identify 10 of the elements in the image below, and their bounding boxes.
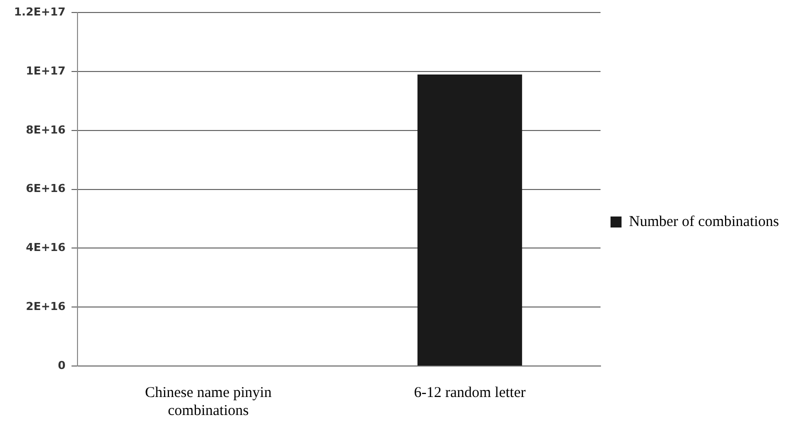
y-tick-label: 2E+16 xyxy=(26,300,66,313)
y-tick-label: 0 xyxy=(58,358,66,372)
y-tick-label: 1.2E+17 xyxy=(14,5,66,18)
legend-label: Number of combinations xyxy=(629,214,780,230)
y-tick-label: 1E+17 xyxy=(26,64,66,78)
x-tick-label: 6-12 random letter xyxy=(414,384,526,401)
y-tick-label: 6E+16 xyxy=(26,182,66,196)
x-tick-label: Chinese name pinyin combinations xyxy=(144,384,272,419)
y-tick-label: 4E+16 xyxy=(26,241,66,254)
y-tick-label: 8E+16 xyxy=(26,123,66,136)
